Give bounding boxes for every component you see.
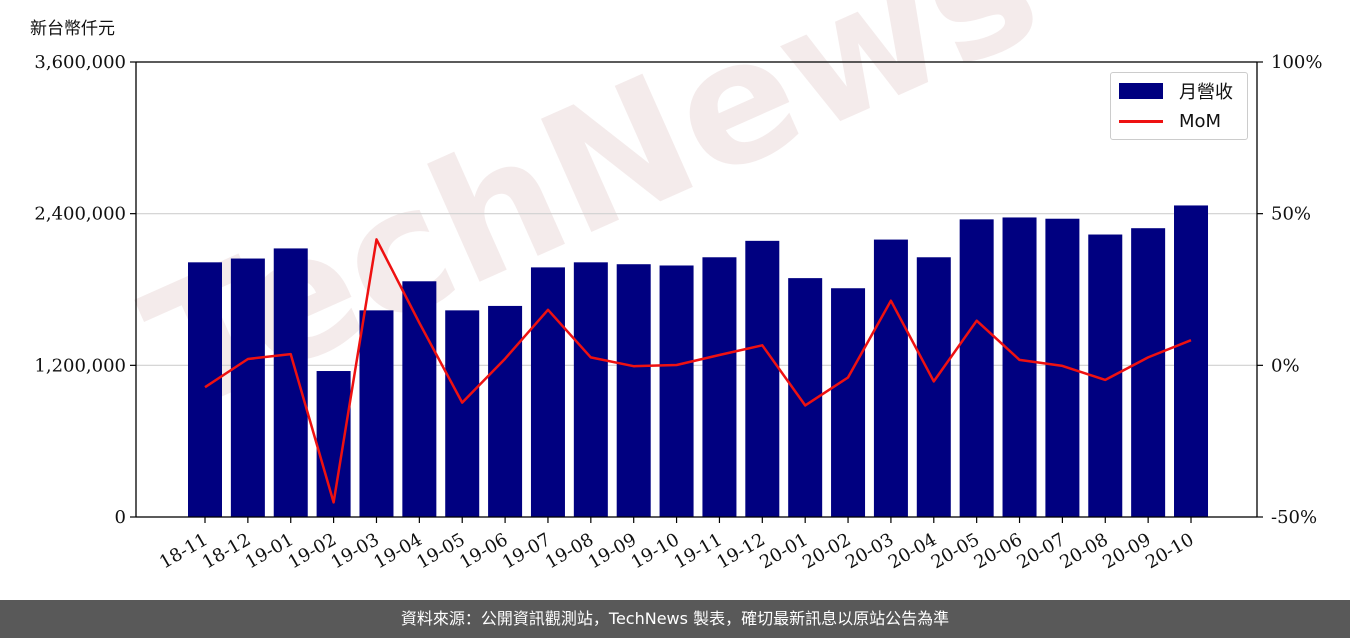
x-tick-label: 20-02 — [799, 529, 854, 573]
x-tick-label: 19-04 — [370, 529, 425, 573]
source-footer: 資料來源：公開資訊觀測站，TechNews 製表，確切最新訊息以原站公告為準 — [0, 600, 1350, 638]
bar — [488, 305, 523, 517]
legend-line-swatch — [1119, 119, 1163, 123]
bar — [959, 219, 994, 517]
bar — [359, 310, 394, 517]
x-tick-label: 19-08 — [542, 529, 597, 573]
bar — [273, 248, 308, 517]
x-tick-label: 19-11 — [671, 529, 726, 573]
bar — [1174, 205, 1209, 517]
x-tick-label: 20-07 — [1013, 529, 1068, 573]
left-tick-label: 2,400,000 — [34, 204, 126, 225]
chart: 0 1,200,000 2,400,000 3,600,000 -50% 0% 50% 100… — [34, 52, 1322, 573]
right-tick-label: 50% — [1271, 204, 1311, 225]
x-tick-label: 19-09 — [585, 529, 640, 573]
x-tick-label: 19-02 — [285, 529, 340, 573]
x-tick-label: 20-08 — [1056, 529, 1111, 573]
x-tick-label: 19-06 — [456, 529, 511, 573]
bar — [188, 262, 222, 517]
line-series — [204, 238, 1192, 504]
x-tick-label: 19-12 — [713, 529, 768, 573]
bar — [1045, 218, 1080, 517]
x-tick-label: 18-11 — [156, 529, 211, 573]
bar — [831, 288, 866, 517]
bar-series — [188, 205, 1209, 518]
bar — [316, 371, 351, 517]
y-axis-unit-label: 新台幣仟元 — [30, 19, 115, 39]
left-tick-label: 0 — [115, 507, 126, 528]
bar — [916, 257, 951, 517]
x-tick-label: 20-10 — [1142, 529, 1197, 573]
right-tick-label: 0% — [1271, 355, 1300, 376]
left-tick-label: 1,200,000 — [34, 355, 126, 376]
x-tick-label: 19-01 — [242, 529, 297, 573]
bar — [445, 310, 480, 517]
legend-line-label: MoM — [1179, 110, 1222, 132]
bar — [1131, 228, 1166, 517]
mom-line — [204, 238, 1192, 504]
bar — [530, 267, 565, 517]
x-tick-label: 19-05 — [413, 529, 468, 573]
bar — [702, 257, 737, 517]
right-tick-label: 100% — [1271, 52, 1322, 73]
bar — [402, 281, 437, 517]
right-tick-label: -50% — [1271, 507, 1317, 528]
left-tick-label: 3,600,000 — [34, 52, 126, 73]
bar — [659, 265, 694, 517]
x-tick-label: 18-12 — [199, 529, 254, 573]
legend: 月營收 MoM — [1110, 72, 1248, 140]
x-tick-label: 20-05 — [928, 529, 983, 573]
x-tick-label: 19-07 — [499, 529, 554, 573]
bar — [616, 264, 651, 517]
bar — [1002, 217, 1037, 518]
bar — [230, 258, 265, 517]
x-tick-label: 19-03 — [328, 529, 383, 573]
bar — [873, 239, 908, 517]
x-tick-label: 20-03 — [842, 529, 897, 573]
bar — [573, 262, 608, 517]
x-tick-label: 20-04 — [885, 529, 940, 573]
x-tick-label: 20-06 — [971, 529, 1026, 573]
x-tick-label: 19-10 — [628, 529, 683, 573]
bar — [745, 240, 780, 517]
x-tick-label: 20-09 — [1099, 529, 1154, 573]
legend-bar-label: 月營收 — [1179, 82, 1233, 103]
x-tick-label: 20-01 — [756, 529, 811, 573]
legend-bar-swatch — [1119, 83, 1163, 99]
